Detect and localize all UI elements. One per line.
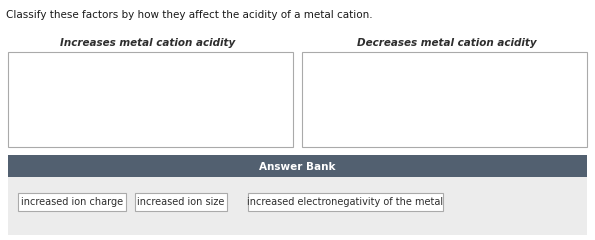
Text: Answer Bank: Answer Bank [259, 162, 335, 172]
FancyBboxPatch shape [302, 52, 587, 147]
FancyBboxPatch shape [8, 155, 587, 177]
Text: Increases metal cation acidity: Increases metal cation acidity [60, 38, 236, 48]
FancyBboxPatch shape [18, 193, 126, 211]
FancyBboxPatch shape [8, 52, 293, 147]
FancyBboxPatch shape [248, 193, 443, 211]
Text: Classify these factors by how they affect the acidity of a metal cation.: Classify these factors by how they affec… [6, 10, 372, 20]
FancyBboxPatch shape [8, 177, 587, 235]
Text: increased electronegativity of the metal: increased electronegativity of the metal [248, 197, 443, 207]
FancyBboxPatch shape [135, 193, 227, 211]
Text: increased ion charge: increased ion charge [21, 197, 123, 207]
Text: Decreases metal cation acidity: Decreases metal cation acidity [357, 38, 537, 48]
Text: increased ion size: increased ion size [137, 197, 225, 207]
